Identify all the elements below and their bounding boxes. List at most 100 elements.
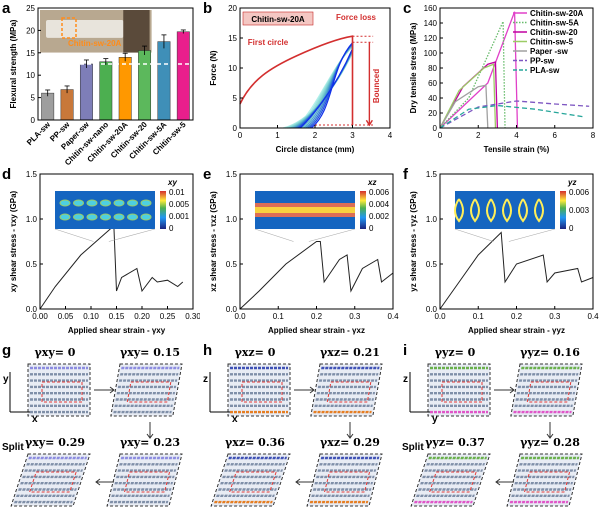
strain-label: γyz= 0	[435, 346, 476, 359]
arrow-head	[95, 478, 101, 486]
strain-label: γyz= 0.28	[520, 436, 580, 449]
strain-label: γyz= 0.16	[520, 346, 580, 359]
arrow-head	[309, 386, 315, 394]
colorbar-tick: 0.001	[169, 212, 190, 221]
stress-hotspot	[86, 199, 98, 207]
simulation-cell	[228, 364, 290, 416]
y-tick-label: 1.5	[426, 170, 438, 179]
inset-pointer	[308, 228, 356, 242]
x-tick-label: 3	[350, 131, 355, 140]
simulation-cell	[310, 364, 382, 416]
molecular-view-i: γyz= 0 γyz= 0.16 γyz= 0.37 γyz= 0.28 z y Split	[402, 346, 583, 507]
y-tick-label: 20	[228, 4, 237, 13]
stress-wave	[454, 198, 464, 223]
colorbar-tick: 0.006	[569, 188, 590, 197]
colorbar-tick: 0.005	[169, 200, 190, 209]
colorbar-title: xz	[367, 178, 376, 187]
snapshot	[106, 453, 183, 507]
colorbar-tick: 0.01	[169, 188, 185, 197]
colorbar-tick: 0	[369, 224, 374, 233]
y-tick-label: 0.5	[226, 260, 238, 269]
y-tick-label: 0	[31, 116, 36, 125]
first-circle-curve	[239, 35, 354, 125]
snapshot	[506, 453, 583, 507]
bar	[118, 57, 132, 121]
inset-label: Chitin-sw-20A	[68, 39, 122, 48]
panel-label-e: e	[203, 166, 212, 183]
stress-strain-curve	[239, 241, 394, 310]
stress-band-core	[255, 207, 355, 213]
strain-label: γxy= 0.15	[120, 346, 180, 359]
x-tick-label: 0.3	[349, 312, 361, 321]
panel-label-g: g	[2, 342, 12, 359]
simulation-cell	[211, 454, 290, 506]
colorbar-tick: 0.006	[369, 188, 390, 197]
stress-hotspot	[100, 199, 111, 207]
axis-name-vertical: z	[203, 374, 208, 385]
simulation-cell	[107, 454, 182, 506]
axis-name-vertical: z	[403, 374, 408, 385]
y-tick-label: 100	[424, 49, 438, 58]
arrow-head	[346, 433, 354, 439]
simulation-cell	[411, 454, 490, 506]
stress-map-inset	[55, 191, 155, 229]
x-tick-label: 0.20	[134, 312, 150, 321]
sample-tag-box	[242, 11, 314, 26]
arrow-head	[146, 433, 154, 439]
region-box	[441, 381, 483, 403]
y-tick-label: 10	[228, 64, 237, 73]
y-axis-label: Dry tensile stress (MPa)	[409, 22, 418, 113]
x-tick-label: 0.2	[511, 312, 523, 321]
x-axis-label: Applied shear strain - γyz	[468, 326, 565, 335]
x-tick-label: 4	[514, 131, 519, 140]
colorbar	[360, 191, 366, 229]
legend-entry: Chitin-sw-5	[530, 38, 574, 47]
x-axis-label: Applied shear strain - γxz	[268, 326, 365, 335]
y-tick-label: 120	[424, 34, 438, 43]
chart-f: yz0.006 0.003 0 0.0 0.5 1.0 1.5 0.0 0.1 0.2 0.3 0.4…	[409, 170, 599, 335]
colorbar-tick: 0.002	[369, 212, 390, 221]
snapshot	[227, 363, 291, 417]
y-tick-label: 5	[31, 94, 36, 103]
stress-hotspot	[127, 199, 138, 207]
annotation-first-circle: First circle	[248, 38, 289, 47]
y-tick-label: 0.0	[426, 305, 438, 314]
panel-label-d: d	[2, 166, 12, 183]
y-tick-label: 15	[26, 49, 35, 58]
category-label: PLA-sw	[25, 120, 53, 148]
bar	[41, 92, 55, 121]
cell-boundary	[227, 363, 291, 417]
y-tick-label: 0.0	[26, 305, 38, 314]
panel-label-f: f	[403, 166, 408, 183]
x-tick-label: 1	[275, 131, 280, 140]
simulation-cell	[11, 454, 90, 506]
y-tick-label: 5	[233, 94, 238, 103]
inset-highlight-box	[61, 17, 77, 39]
x-tick-label: 0.00	[32, 312, 48, 321]
strain-label: γyz= 0.37	[425, 436, 485, 449]
simulation-cell	[28, 364, 90, 416]
y-tick-label: 20	[428, 109, 437, 118]
arrow-head	[109, 386, 115, 394]
inset-pointer	[454, 228, 494, 242]
stress-hotspot	[127, 213, 138, 221]
strain-label: γxz= 0	[235, 346, 276, 359]
panel-label-c: c	[403, 0, 412, 17]
stress-strain-curve	[39, 227, 184, 310]
sample-tag: Chitin-sw-20A	[251, 15, 305, 24]
cell-boundary	[106, 453, 183, 507]
strain-label: γxz= 0.29	[320, 436, 380, 449]
colorbar-tick: 0	[569, 224, 574, 233]
axis-name-horizontal: y	[432, 414, 438, 425]
x-tick-label: 0.3	[549, 312, 561, 321]
bar	[176, 31, 190, 121]
inset-clamp	[123, 10, 150, 53]
stress-hotspot	[113, 213, 125, 221]
colorbar	[160, 191, 166, 229]
region-box	[428, 471, 477, 493]
bar	[79, 63, 93, 121]
panel-label-i: i	[403, 342, 408, 359]
stress-wave	[470, 198, 480, 223]
stress-hotspot	[59, 213, 71, 221]
x-axis-label: Tensile strain (%)	[484, 145, 550, 154]
